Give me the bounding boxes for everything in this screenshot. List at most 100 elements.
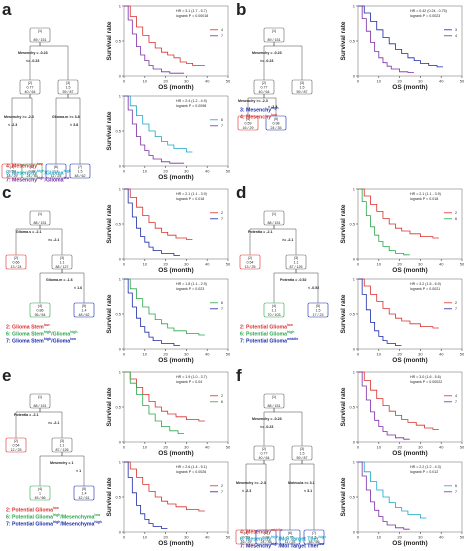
node-box <box>51 254 73 270</box>
node-box <box>29 210 51 226</box>
group-legend-row: 5: Mesenchyhigh/Gliomahigh <box>6 169 71 177</box>
logrank-p: logrank P = 0.023 <box>176 287 204 291</box>
tree-edge <box>249 224 275 255</box>
series-label: 7 <box>221 124 223 128</box>
x-axis-title: OS (month) <box>158 84 193 91</box>
split-label: Mesenchy >= -2.3 <box>4 115 34 119</box>
legend-text: 6: Potential Glioma <box>6 514 53 521</box>
legend-sup: high <box>318 535 326 539</box>
plot-frame <box>357 5 463 77</box>
hazard-ratio: HR = 2.4 (1.2 - 4.9) <box>176 99 207 103</box>
node-box <box>303 529 325 545</box>
x-tick-label: 50 <box>226 79 231 84</box>
x-tick-label: 0 <box>357 262 360 267</box>
node-box <box>19 79 41 95</box>
series-label: 4 <box>221 28 223 32</box>
series-label: 7 <box>455 307 457 311</box>
logrank-p: logrank P = 0.00022 <box>410 380 442 384</box>
y-tick-label: 0.5 <box>115 38 121 43</box>
legend-text: 6: Mesenchy <box>240 536 272 543</box>
split-label: Mesenchy >= -2.3 <box>238 99 268 103</box>
x-tick-label: 10 <box>377 535 382 540</box>
series-label: 6 <box>455 484 457 488</box>
node-number: (4) <box>272 304 276 308</box>
x-tick-label: 0 <box>357 535 360 540</box>
x-tick-label: 10 <box>377 445 382 450</box>
decision-tree: Mesenchy = -0.23 <= -0.23 Mesenchy >= -2.3… <box>237 27 313 131</box>
node-value: 1.1 <box>60 261 65 265</box>
legend-text: 7: Potential Glioma <box>6 521 53 528</box>
plot-frame <box>357 188 463 260</box>
legend-sup: low <box>63 176 70 180</box>
legend-sup: low <box>70 337 77 341</box>
tree-edge <box>11 93 31 164</box>
y-axis-title: Survival rate <box>106 204 113 243</box>
node-value: 1.5 <box>312 536 317 540</box>
panel-letter: d <box>236 183 247 202</box>
x-tick-label: 10 <box>143 262 148 267</box>
x-tick-label: 40 <box>205 169 210 174</box>
legend-sup: high <box>52 513 61 517</box>
node-box <box>237 115 259 131</box>
node-number: (3) <box>300 447 304 451</box>
tree-node: (3)1.559 / 87 <box>291 79 313 95</box>
x-tick-label: 30 <box>184 352 189 357</box>
km-curve <box>124 278 180 346</box>
tree-node: (3)1.559 / 87 <box>57 79 79 95</box>
node-count: 13 / 25 <box>245 265 256 269</box>
group-legend-row: 7: Potential Gliomamiddle <box>240 337 298 345</box>
node-count: 48 / 62 <box>79 313 90 317</box>
node-count: 59 / 87 <box>63 90 74 94</box>
series-label: 2 <box>221 211 223 215</box>
km-curve <box>358 188 410 256</box>
km-curve <box>124 188 180 256</box>
node-value: 0.59 <box>243 536 250 540</box>
node-number: (2) <box>28 81 32 85</box>
node-count: 88 / 151 <box>34 221 47 225</box>
km-curve <box>358 371 410 440</box>
split-label: <= -0.23 <box>260 425 273 429</box>
x-tick-label: 40 <box>205 262 210 267</box>
node-number: (5) <box>82 487 86 491</box>
legend-suffix: /Mol Target Ther <box>278 536 319 543</box>
node-number: (3) <box>60 439 64 443</box>
x-tick-label: 30 <box>418 79 423 84</box>
legend-sup: middle <box>271 528 283 532</box>
tree-node: (1) 88 / 151 <box>29 393 51 409</box>
x-tick-label: 50 <box>460 445 465 450</box>
node-number: (3) <box>66 81 70 85</box>
split-label: < -2.3 <box>8 123 17 127</box>
x-axis-title: OS (month) <box>158 267 193 274</box>
logrank-p: logrank P = 0.0023 <box>410 14 440 18</box>
legend-suffix: /Glioma <box>51 338 71 345</box>
group-legend-row: 4: Mesenchylow <box>6 162 43 170</box>
x-tick-label: 0 <box>357 352 360 357</box>
plot-frame <box>123 461 229 533</box>
node-count: 59 / 87 <box>297 90 308 94</box>
legend-text: 7: Potential Glioma <box>240 338 287 345</box>
tree-edge <box>273 268 297 303</box>
x-tick-label: 20 <box>397 262 402 267</box>
tree-edge <box>55 93 69 164</box>
x-axis-title: OS (month) <box>392 540 427 547</box>
y-tick-label: 1 <box>119 369 122 374</box>
node-count: 13 / 24 <box>11 265 22 269</box>
tree-edge <box>273 224 297 255</box>
plot-frame <box>123 188 229 260</box>
figure-panel-a: a Mesenchy = -0.23 <= -0.23 Mesenchy >= -2.… <box>0 0 233 184</box>
tree-node: (5)1.517 / 23 <box>307 302 329 318</box>
km-plot: 0 0.5 1 0 10 20 30 40 50 2 7 HR = 2.1 (1.1 - 3.9) lo… <box>104 185 232 278</box>
split-label: Molecula >= 3.1 <box>288 481 315 485</box>
x-tick-label: 20 <box>163 535 168 540</box>
tree-edge <box>15 407 41 438</box>
y-tick-label: 0.5 <box>115 494 121 499</box>
y-tick-label: 0 <box>119 163 122 168</box>
x-tick-label: 30 <box>184 445 189 450</box>
